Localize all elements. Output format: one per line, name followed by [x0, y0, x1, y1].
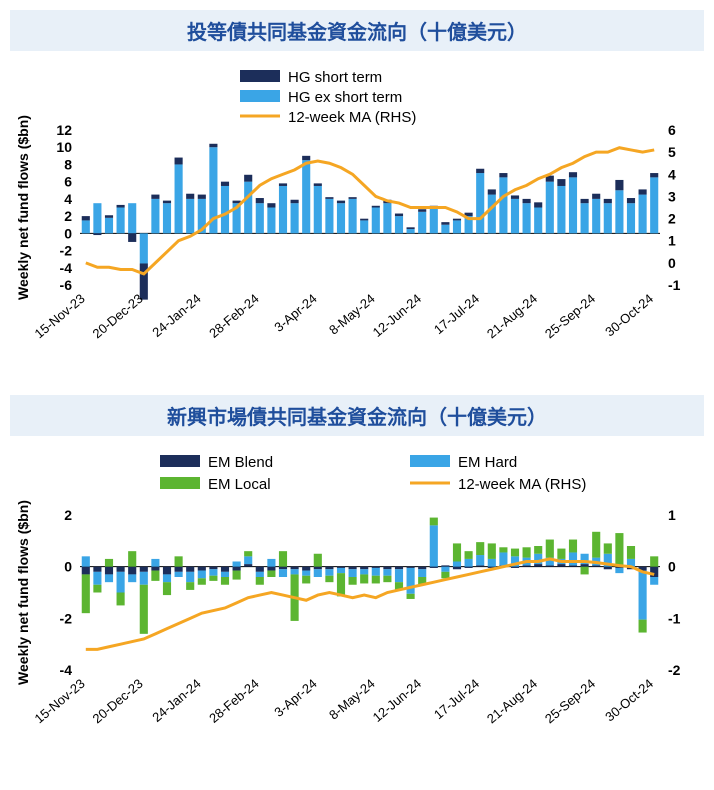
svg-text:EM Blend: EM Blend	[208, 454, 273, 471]
svg-text:8: 8	[64, 156, 72, 172]
chart2-svg: -4-202-2-10115-Nov-2320-Dec-2324-Jan-242…	[10, 440, 704, 760]
svg-text:12-week MA (RHS): 12-week MA (RHS)	[288, 109, 416, 126]
svg-text:2: 2	[64, 208, 72, 224]
svg-text:28-Feb-24: 28-Feb-24	[206, 676, 262, 726]
svg-text:HG short term: HG short term	[288, 69, 382, 86]
chart2-container: 新興市場債共同基金資金流向（十億美元） -4 -2 0 2 -2 -1 0 1 15-Nov-23…	[10, 395, 704, 760]
svg-text:1: 1	[668, 507, 676, 523]
svg-text:EM Local: EM Local	[208, 476, 271, 493]
chart2-title: 新興市場債共同基金資金流向（十億美元）	[10, 395, 704, 436]
svg-text:-1: -1	[668, 610, 681, 626]
svg-text:21-Aug-24: 21-Aug-24	[484, 291, 540, 342]
svg-text:-2: -2	[668, 662, 681, 678]
svg-text:28-Feb-24: 28-Feb-24	[206, 291, 262, 341]
svg-text:15-Nov-23: 15-Nov-23	[32, 291, 88, 342]
svg-text:8-May-24: 8-May-24	[326, 676, 378, 723]
svg-text:4: 4	[668, 166, 676, 182]
svg-text:5: 5	[668, 144, 676, 160]
svg-text:-6: -6	[60, 277, 73, 293]
chart1-svg: -6-4-2024681012-1012345615-Nov-2320-Dec-…	[10, 55, 704, 375]
svg-text:1: 1	[668, 233, 676, 249]
svg-text:EM Hard: EM Hard	[458, 454, 517, 471]
svg-text:12-Jun-24: 12-Jun-24	[370, 676, 424, 725]
svg-text:2: 2	[668, 211, 676, 227]
svg-text:8-May-24: 8-May-24	[326, 291, 378, 338]
svg-text:3-Apr-24: 3-Apr-24	[271, 676, 319, 720]
svg-text:30-Oct-24: 30-Oct-24	[602, 676, 656, 725]
svg-text:0: 0	[668, 559, 676, 575]
svg-text:Weekly net fund flows ($bn): Weekly net fund flows ($bn)	[15, 115, 31, 300]
svg-text:17-Jul-24: 17-Jul-24	[431, 291, 482, 337]
svg-text:0: 0	[64, 225, 72, 241]
svg-text:6: 6	[64, 174, 72, 190]
svg-text:24-Jan-24: 24-Jan-24	[149, 291, 203, 340]
svg-text:12-week MA (RHS): 12-week MA (RHS)	[458, 476, 586, 493]
svg-text:6: 6	[668, 122, 676, 138]
svg-text:-1: -1	[668, 277, 681, 293]
svg-text:20-Dec-23: 20-Dec-23	[90, 291, 146, 342]
svg-text:12-Jun-24: 12-Jun-24	[370, 291, 424, 340]
svg-text:10: 10	[56, 139, 72, 155]
svg-text:HG ex short term: HG ex short term	[288, 89, 402, 106]
svg-text:-2: -2	[60, 610, 73, 626]
svg-text:2: 2	[64, 507, 72, 523]
svg-text:-4: -4	[60, 260, 73, 276]
svg-text:-2: -2	[60, 243, 73, 259]
svg-text:-4: -4	[60, 662, 73, 678]
svg-text:0: 0	[668, 255, 676, 271]
svg-text:17-Jul-24: 17-Jul-24	[431, 676, 482, 722]
svg-text:24-Jan-24: 24-Jan-24	[149, 676, 203, 725]
svg-text:0: 0	[64, 559, 72, 575]
svg-text:Weekly net fund flows ($bn): Weekly net fund flows ($bn)	[15, 500, 31, 685]
svg-text:25-Sep-24: 25-Sep-24	[542, 676, 598, 727]
chart1-title: 投等債共同基金資金流向（十億美元）	[10, 10, 704, 51]
svg-text:15-Nov-23: 15-Nov-23	[32, 676, 88, 727]
svg-text:4: 4	[64, 191, 72, 207]
svg-text:3: 3	[668, 188, 676, 204]
svg-text:20-Dec-23: 20-Dec-23	[90, 676, 146, 727]
svg-text:3-Apr-24: 3-Apr-24	[271, 291, 319, 335]
svg-text:25-Sep-24: 25-Sep-24	[542, 291, 598, 342]
svg-text:12: 12	[56, 122, 72, 138]
svg-text:30-Oct-24: 30-Oct-24	[602, 291, 656, 340]
svg-text:21-Aug-24: 21-Aug-24	[484, 676, 540, 727]
chart1-container: 投等債共同基金資金流向（十億美元）-6-4-2024681012-1012345…	[10, 10, 704, 375]
